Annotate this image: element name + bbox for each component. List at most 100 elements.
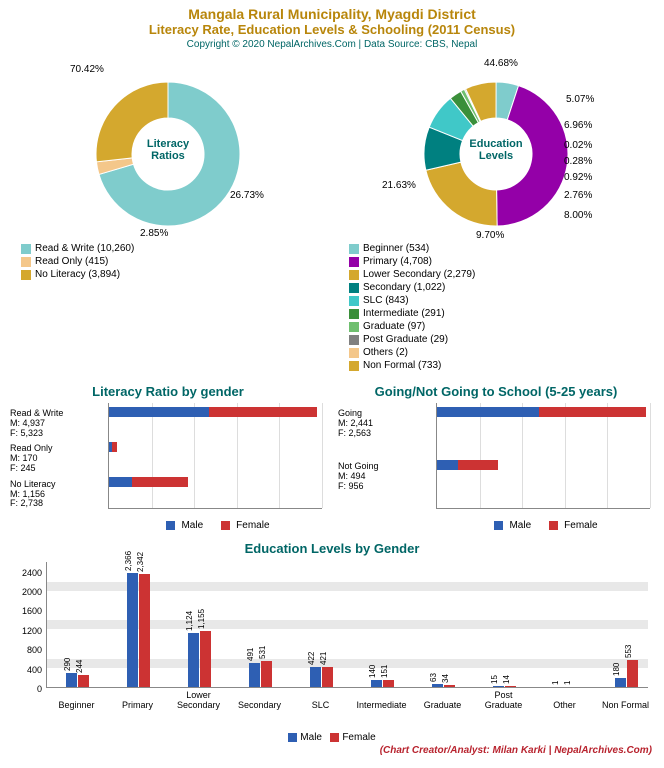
vbar-female-bar [322,667,333,687]
hbar2-title: Going/Not Going to School (5-25 years) [338,384,654,399]
hbar-ylabel: Not Going M: 494 F: 956 [338,462,432,492]
hbar-ylabel: No Literacy M: 1,156 F: 2,738 [10,480,104,510]
hbar-male-bar [109,407,209,417]
vbar-xlabel: Secondary [231,700,289,710]
vbar-ytick: 1600 [12,606,42,616]
legend-item: Secondary (1,022) [349,282,494,293]
legend-item: Intermediate (291) [349,308,494,319]
hbar-ylabel: Read & Write M: 4,937 F: 5,323 [10,409,104,439]
vbar-value-label: 1,124 [185,611,194,631]
hbar-female-bar [112,442,117,452]
hbar-ylabel: Read Only M: 170 F: 245 [10,444,104,474]
donut-pct-label: 9.70% [476,230,504,241]
vbar-value-label: 290 [63,658,72,671]
vbar-value-label: 1 [551,681,560,685]
vbar-value-label: 421 [319,651,328,664]
vbar-value-label: 531 [258,646,267,659]
donut-pct-label: 2.85% [140,228,168,239]
hbar-male-bar [437,407,539,417]
vbar-title: Education Levels by Gender [12,541,652,556]
vbar-value-label: 34 [441,674,450,683]
vbar-value-label: 2,366 [124,551,133,571]
vbar-male-bar [188,633,199,687]
donut-center-label: Literacy Ratios [147,138,189,162]
legend-item: Beginner (534) [349,243,494,254]
legend-item: Graduate (97) [349,321,494,332]
donut-pct-label: 2.76% [564,190,592,201]
donut-pct-label: 8.00% [564,210,592,221]
vbar-ytick: 800 [12,645,42,655]
vbar-male-bar [493,686,504,687]
vbar-value-label: 244 [75,660,84,673]
hbar2-chart: Going M: 2,441 F: 2,563Not Going M: 494 … [338,403,654,533]
vbar-female-bar [627,660,638,687]
vbar-female-bar [505,686,516,687]
vbar-male-bar [66,673,77,687]
hbar1-chart: Read & Write M: 4,937 F: 5,323 Read Only … [10,403,326,533]
donut-row: Literacy Ratios70.42%2.85%26.73% Read & … [4,56,660,378]
legend-item: No Literacy (3,894) [21,269,166,280]
vbar-xlabel: Post Graduate [475,690,533,710]
vbar-value-label: 2,342 [136,552,145,572]
donut-center-label: Education Levels [469,138,522,162]
donut-pct-label: 5.07% [566,94,594,105]
vbar-male-bar [310,667,321,687]
vbar-female-bar [444,685,455,687]
page-subtitle: Literacy Rate, Education Levels & School… [4,22,660,37]
vbar-value-label: 63 [429,673,438,682]
hbar-legend: MaleFemale [436,520,650,531]
vbar-female-bar [261,661,272,687]
vbar-value-label: 1 [563,681,572,685]
vbar-value-label: 140 [368,665,377,678]
vbar-legend: Male Female [12,732,652,743]
vbar-female-bar [139,574,150,687]
vbar-male-bar [249,663,260,687]
donut-literacy: Literacy Ratios70.42%2.85%26.73% Read & … [13,60,323,374]
legend-item: Others (2) [349,347,494,358]
vbar-value-label: 553 [624,645,633,658]
donut-pct-label: 6.96% [564,120,592,131]
vbar-female-bar [200,631,211,687]
vbar-xlabel: Intermediate [353,700,411,710]
vbar-xlabel: SLC [292,700,350,710]
donut-education: Education Levels5.07%44.68%21.63%9.70%8.… [341,60,651,374]
vbar-xlabel: Non Formal [597,700,655,710]
hbar-female-bar [209,407,317,417]
donut-pct-label: 26.73% [230,190,264,201]
donut-pct-label: 0.92% [564,172,592,183]
vbar-xlabel: Other [536,700,594,710]
legend-item: Read Only (415) [21,256,166,267]
hbar1-title: Literacy Ratio by gender [10,384,326,399]
vbar-ytick: 0 [12,684,42,694]
legend-item: Primary (4,708) [349,256,494,267]
vbar-male-bar [432,684,443,687]
hbar-female-bar [539,407,646,417]
vbar-male-bar [615,678,626,687]
legend-item: SLC (843) [349,295,494,306]
vbar-xlabel: Graduate [414,700,472,710]
donut-pct-label: 21.63% [382,180,416,191]
vbar-ytick: 400 [12,665,42,675]
vbar-value-label: 14 [502,675,511,684]
legend-item: Read & Write (10,260) [21,243,166,254]
vbar-xlabel: Beginner [48,700,106,710]
hbar-legend: MaleFemale [108,520,322,531]
vbar-xlabel: Lower Secondary [170,690,228,710]
legend-item: Lower Secondary (2,279) [349,269,494,280]
vbar-value-label: 180 [612,663,621,676]
hbar-female-bar [132,477,188,487]
vbar-ytick: 1200 [12,626,42,636]
vbar-female-bar [383,680,394,687]
vbar-male-bar [127,573,138,687]
donut-pct-label: 0.02% [564,140,592,151]
vbar-ytick: 2400 [12,568,42,578]
vbar-male-bar [371,680,382,687]
vbar-value-label: 491 [246,648,255,661]
hbar-row: Literacy Ratio by gender Read & Write M:… [4,384,660,533]
hbar-female-bar [458,460,498,470]
vbar-xlabel: Primary [109,700,167,710]
credit: (Chart Creator/Analyst: Milan Karki | Ne… [4,745,660,756]
vbar-section: Education Levels by Gender 290244 2,3662,… [4,541,660,743]
hbar-male-bar [109,477,132,487]
vbar-value-label: 1,155 [197,609,206,629]
